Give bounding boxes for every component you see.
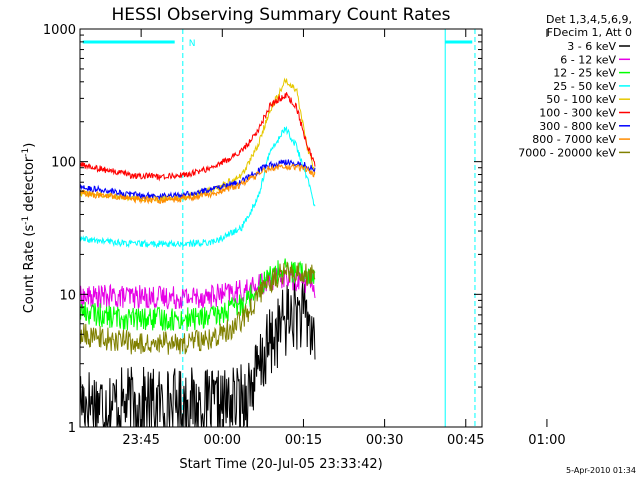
chart-title: HESSI Observing Summary Count Rates	[111, 5, 450, 25]
x-tick-label: 23:45	[122, 433, 159, 448]
axes	[79, 28, 548, 428]
legend-header-line-2: FDecim 1, Att 0	[547, 26, 632, 39]
x-tick-label: 00:30	[366, 433, 403, 448]
series-line	[79, 125, 316, 249]
y-tick-label: 1000	[43, 23, 76, 38]
series-line	[79, 159, 316, 201]
legend-label: 25 - 50 keV	[553, 80, 616, 93]
legend-label: 7000 - 20000 keV	[518, 146, 616, 159]
x-tick-label: 00:45	[447, 433, 484, 448]
legend-label: 100 - 300 keV	[539, 107, 616, 120]
legend-label: 800 - 7000 keV	[532, 133, 616, 146]
y-tick-label: 10	[59, 288, 76, 303]
x-tick-label: 00:15	[285, 433, 322, 448]
legend-label: 50 - 100 keV	[546, 93, 616, 106]
series-line	[79, 92, 316, 182]
series-line	[79, 280, 316, 428]
x-axis-label: Start Time (20-Jul-05 23:33:42)	[179, 457, 382, 472]
series-line	[79, 162, 316, 205]
legend-label: 6 - 12 keV	[560, 53, 616, 66]
y-tick-label: 1	[68, 421, 76, 436]
legend-label: 300 - 800 keV	[539, 120, 616, 133]
x-tick-label: 01:00	[528, 433, 565, 448]
y-axis-label: Count Rate (s-1 detector-1)	[21, 143, 37, 314]
plot-frame	[79, 28, 483, 428]
date-stamp: 5-Apr-2010 01:34	[566, 466, 636, 475]
plot-area: N	[79, 29, 476, 428]
y-tick-label: 100	[51, 156, 76, 171]
legend: Det 1,3,4,5,6,9, FDecim 1, Att 0 3 - 6 k…	[518, 13, 632, 159]
flag-label: N	[189, 39, 196, 49]
series-line	[79, 261, 316, 355]
legend-label: 3 - 6 keV	[567, 40, 616, 53]
x-tick-label: 00:00	[204, 433, 241, 448]
legend-label: 12 - 25 keV	[553, 67, 616, 80]
legend-header-line-1: Det 1,3,4,5,6,9,	[546, 13, 632, 26]
